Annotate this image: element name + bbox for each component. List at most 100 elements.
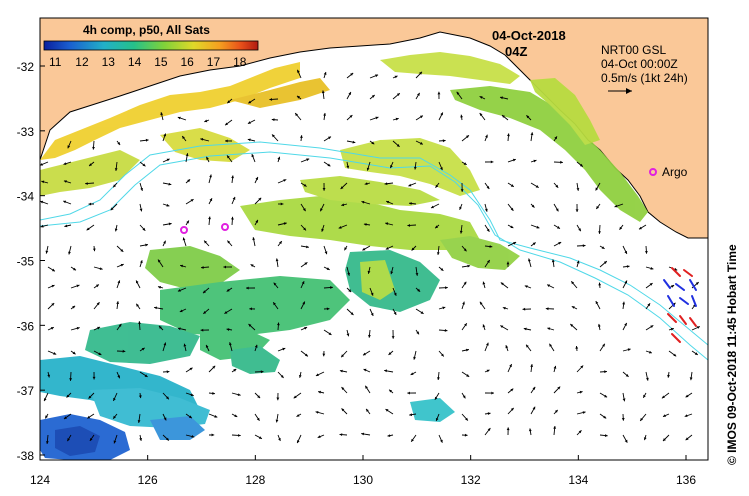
velocity-arrow-head — [110, 207, 114, 211]
velocity-arrow-head — [177, 289, 181, 292]
argo-float[interactable] — [180, 226, 188, 234]
velocity-arrow-head — [323, 113, 326, 116]
velocity-arrow-head — [506, 427, 510, 431]
velocity-arrow-head — [366, 408, 369, 412]
y-axis-tick-label: -38 — [17, 449, 35, 463]
velocity-arrow-head — [410, 372, 414, 375]
velocity-arrow-head — [415, 273, 419, 276]
velocity-arrow-head — [317, 435, 321, 438]
velocity-arrow-head — [417, 288, 421, 292]
velocity-arrow-head — [647, 303, 651, 307]
y-axis: -32 -33 -34 -35 -36 -37 -38 — [17, 60, 45, 463]
velocity-arrow-head — [237, 393, 241, 396]
velocity-arrow-head — [163, 342, 167, 346]
velocity-arrow-head — [73, 267, 76, 271]
x-axis-tick-label: 124 — [30, 473, 50, 487]
velocity-arrow-head — [341, 387, 345, 390]
velocity-arrow-head — [180, 264, 183, 268]
velocity-arrow-head — [51, 284, 55, 288]
velocity-arrow-head — [467, 264, 471, 268]
x-axis-tick-label: 132 — [461, 473, 481, 487]
velocity-arrow-head — [463, 248, 467, 252]
velocity-arrow-head — [576, 260, 580, 264]
velocity-arrow-head — [479, 96, 483, 99]
argo-float[interactable] — [221, 223, 229, 231]
velocity-arrow-head — [445, 286, 448, 290]
velocity-arrow-head — [206, 156, 209, 160]
velocity-arrow-head — [673, 353, 677, 357]
velocity-arrow-head — [604, 370, 607, 374]
velocity-arrow-head — [460, 114, 463, 118]
velocity-arrow-head — [297, 440, 300, 444]
velocity-arrow-head — [510, 388, 514, 392]
velocity-arrow-head — [598, 282, 602, 286]
velocity-arrow-head — [302, 208, 306, 212]
velocity-arrow-head — [643, 394, 646, 398]
velocity-arrow-head — [576, 188, 580, 191]
velocity-arrow-head — [393, 311, 397, 315]
velocity-arrow-head — [371, 95, 375, 98]
velocity-arrow-head — [482, 281, 486, 285]
velocity-arrow-head — [510, 184, 514, 187]
velocity-arrow-head — [435, 184, 439, 188]
velocity-arrow-head — [579, 390, 583, 394]
velocity-arrow-head — [248, 324, 252, 327]
velocity-arrow-head — [249, 307, 252, 311]
velocity-arrow-head — [547, 284, 551, 288]
velocity-arrow-head — [339, 433, 343, 436]
velocity-arrow-head — [462, 395, 466, 399]
velocity-arrow-head — [303, 183, 307, 187]
argo-float[interactable] — [649, 168, 657, 176]
velocity-arrow-head — [395, 117, 399, 121]
velocity-arrow-head — [384, 182, 388, 186]
velocity-arrow-head — [231, 175, 234, 179]
velocity-arrow-head — [45, 250, 49, 254]
velocity-arrow-head — [40, 200, 44, 204]
velocity-arrow-head — [67, 145, 71, 149]
velocity-arrow-head — [158, 259, 161, 263]
velocity-arrow-head — [578, 430, 582, 434]
velocity-arrow-head — [67, 438, 70, 442]
velocity-arrow-head — [141, 347, 145, 351]
velocity-arrow-head — [555, 184, 559, 188]
velocity-arrow-head — [96, 302, 100, 306]
velocity-arrow-head — [442, 139, 446, 143]
velocity-arrow-head — [304, 262, 308, 266]
velocity-arrow-head — [117, 375, 120, 379]
velocity-arrow-head — [282, 347, 286, 351]
velocity-arrow-head — [318, 390, 321, 394]
velocity-arrow-head — [459, 230, 463, 234]
velocity-arrow-head — [322, 188, 326, 191]
velocity-arrow-head — [280, 202, 284, 206]
velocity-arrow-head — [388, 352, 392, 355]
imos-caption: © IMOS 09-Oct-2018 11:45 Hobart Time — [725, 244, 739, 465]
velocity-arrow-head — [139, 208, 143, 212]
velocity-arrow-head — [603, 261, 607, 264]
velocity-arrow-head — [575, 346, 579, 349]
colorbar-tick-label: 14 — [128, 55, 142, 69]
velocity-arrow-head — [276, 397, 280, 401]
velocity-arrow-head — [256, 417, 260, 421]
velocity-arrow-head — [315, 411, 319, 414]
velocity-arrow-head — [442, 306, 446, 310]
velocity-arrow-head — [225, 122, 228, 126]
velocity-arrow-head — [367, 270, 371, 274]
velocity-arrow-head — [597, 323, 601, 327]
velocity-arrow-head — [338, 226, 342, 229]
velocity-arrow-head — [163, 417, 167, 421]
velocity-arrow-head — [365, 385, 368, 389]
velocity-arrow-head — [145, 138, 149, 142]
velocity-arrow-head — [530, 364, 534, 367]
velocity-arrow-head — [466, 135, 469, 139]
velocity-arrow-head — [347, 272, 350, 276]
velocity-arrow-head — [582, 244, 586, 248]
velocity-arrow-head — [163, 240, 166, 244]
velocity-arrow-head — [456, 91, 460, 95]
velocity-arrow-head — [363, 223, 367, 226]
velocity-arrow-head — [302, 301, 305, 305]
velocity-arrow-head — [160, 112, 164, 116]
x-axis-tick-label: 128 — [245, 473, 265, 487]
velocity-arrow-head — [363, 368, 367, 372]
velocity-arrow-head — [409, 202, 412, 205]
velocity-arrow-head — [63, 180, 67, 183]
